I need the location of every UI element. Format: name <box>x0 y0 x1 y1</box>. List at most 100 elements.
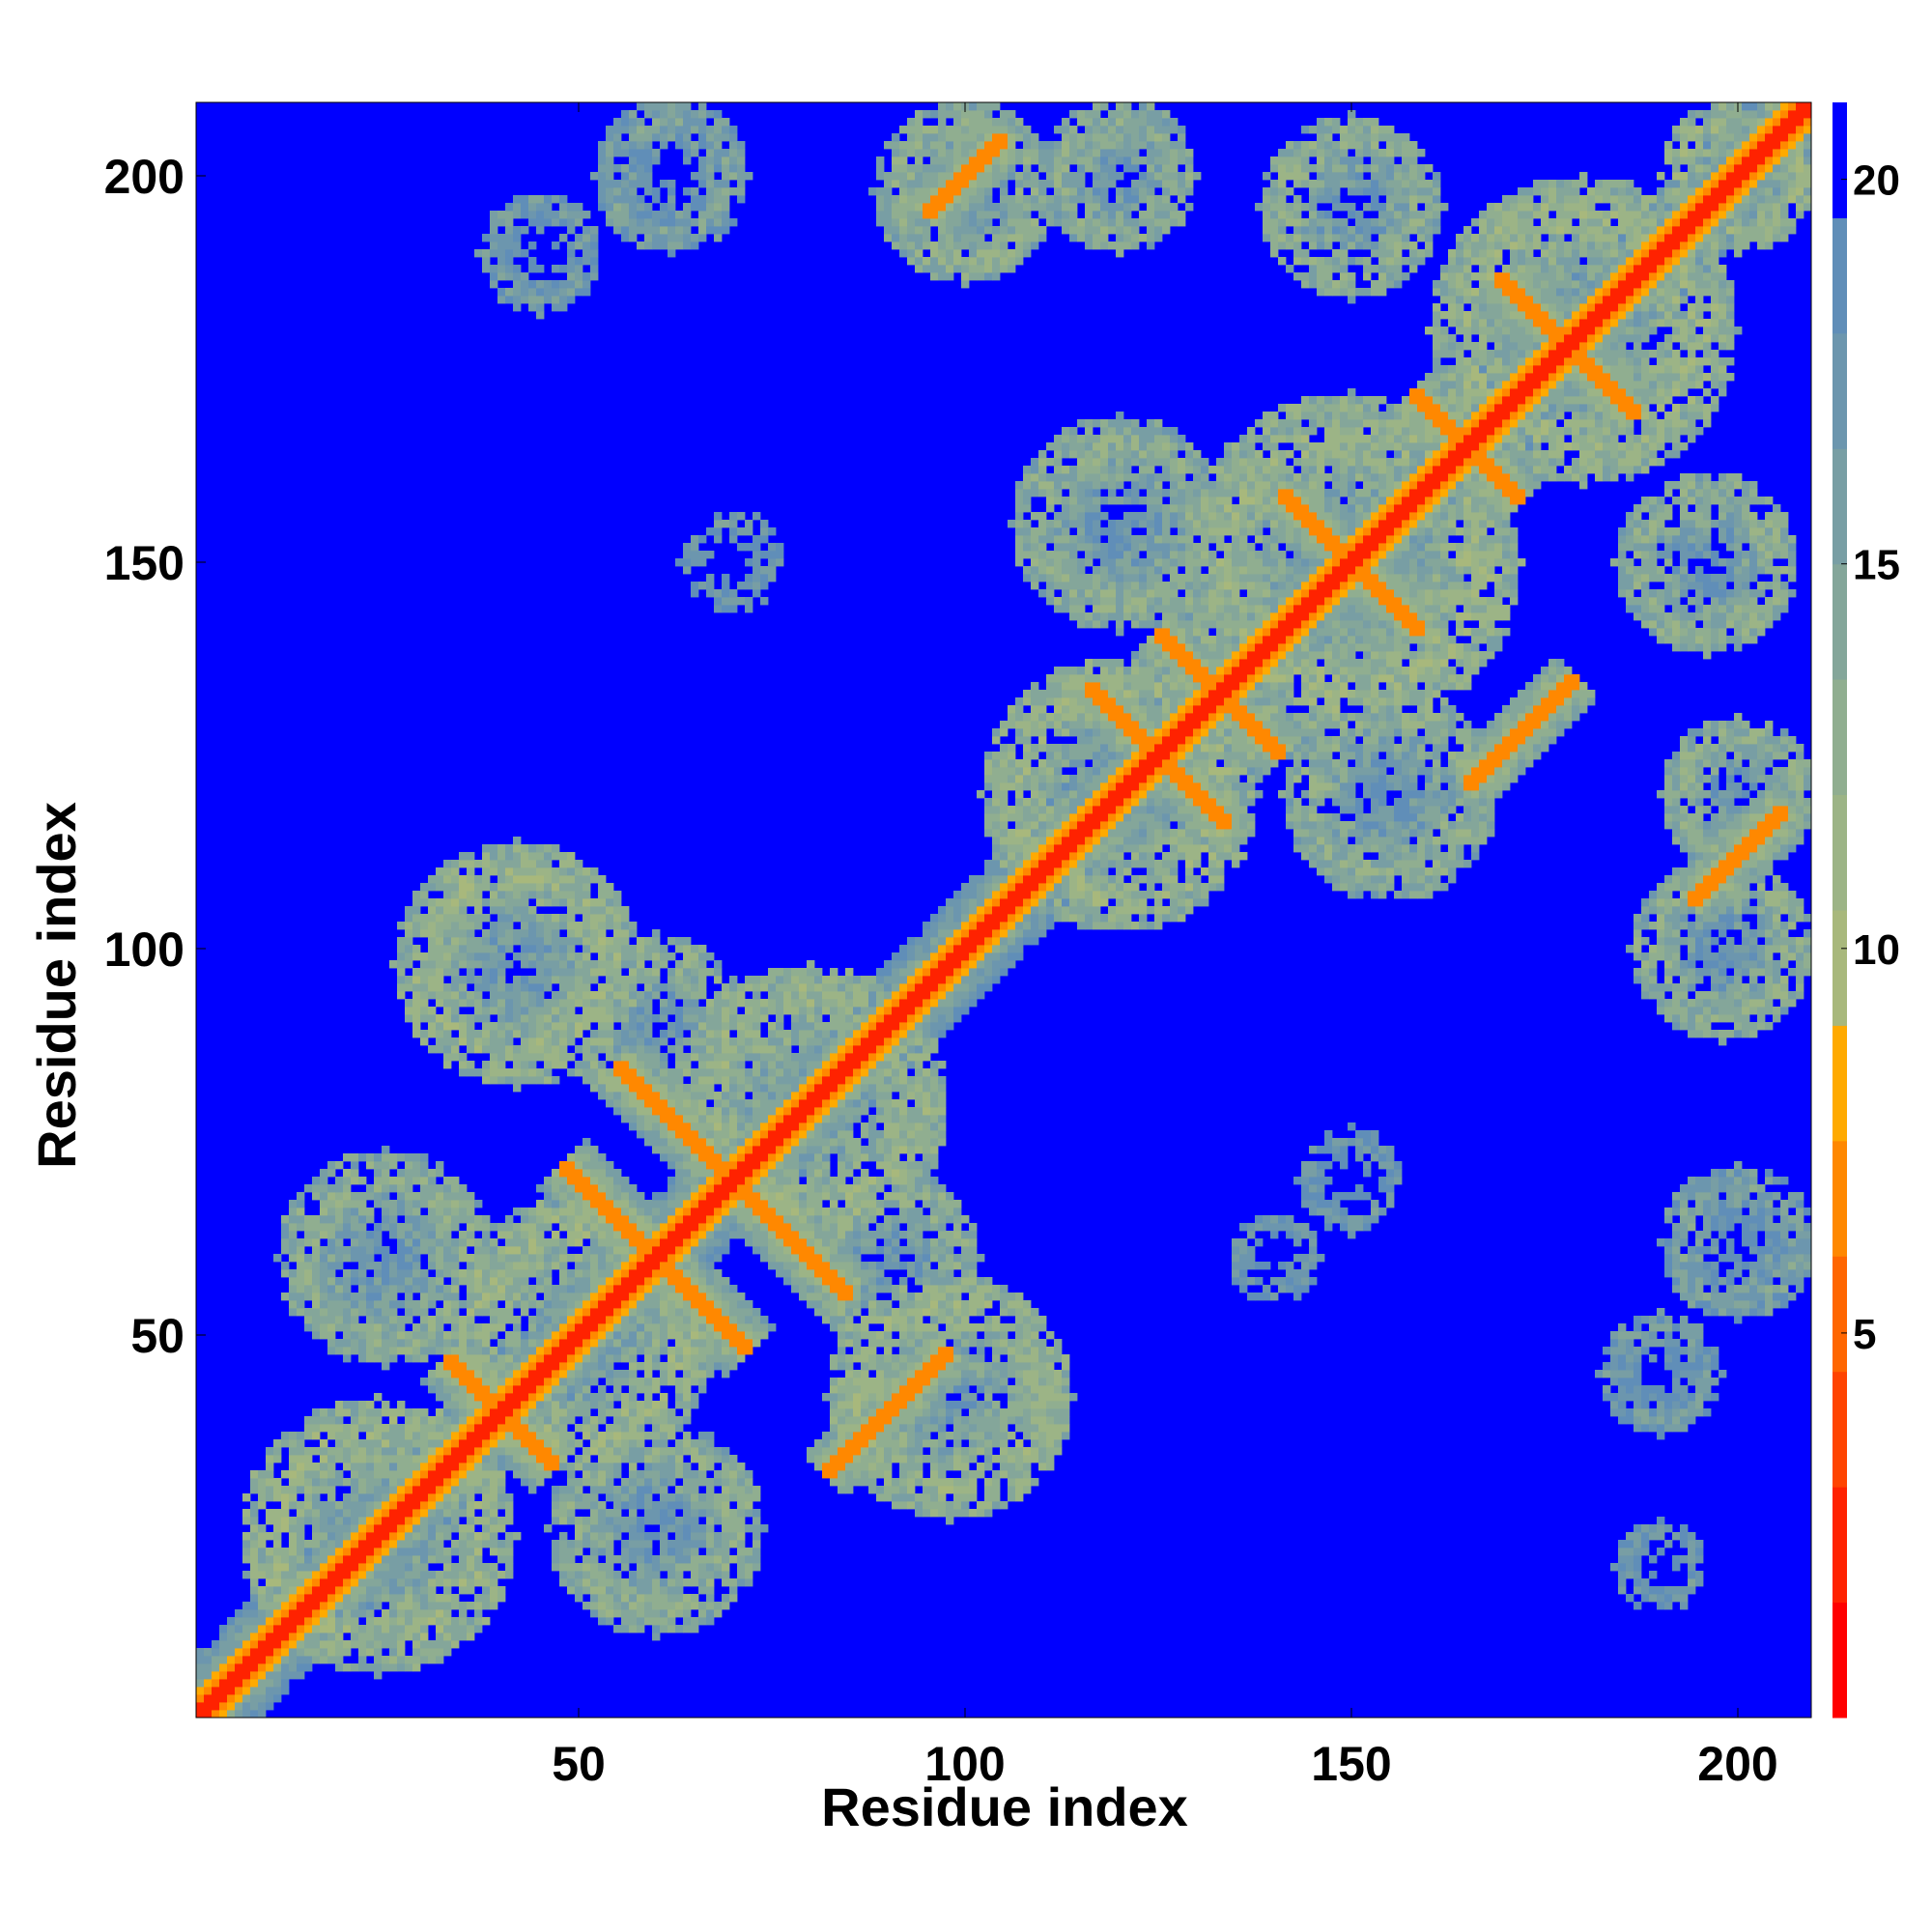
heatmap-cell <box>691 1146 699 1154</box>
heatmap-cell <box>668 203 676 212</box>
heatmap-cell <box>405 1578 413 1587</box>
heatmap-cell <box>443 1215 452 1224</box>
heatmap-cell <box>497 960 506 969</box>
heatmap-cell <box>613 1177 622 1185</box>
heatmap-cell <box>467 922 475 930</box>
heatmap-cell <box>582 1146 591 1154</box>
heatmap-cell <box>436 1169 444 1178</box>
heatmap-cell <box>590 1184 599 1193</box>
heatmap-cell <box>358 1663 367 1672</box>
heatmap-cell <box>768 1200 777 1208</box>
heatmap-cell <box>745 1146 753 1154</box>
heatmap-cell <box>459 1354 468 1363</box>
heatmap-cell <box>459 1447 468 1456</box>
heatmap-cell <box>644 187 653 196</box>
heatmap-cell <box>467 1192 475 1201</box>
heatmap-cell <box>482 883 491 892</box>
heatmap-cell <box>675 968 684 977</box>
heatmap-cell <box>644 126 653 134</box>
heatmap-cell <box>335 1308 344 1317</box>
heatmap-cell <box>675 1501 684 1510</box>
heatmap-cell <box>389 1517 398 1525</box>
heatmap-cell <box>714 1269 723 1278</box>
heatmap-cell <box>335 1555 344 1564</box>
heatmap-cell <box>273 1524 282 1533</box>
heatmap-cell <box>443 1061 452 1069</box>
heatmap-cell <box>582 1370 591 1378</box>
heatmap-cell <box>521 1061 529 1069</box>
heatmap-cell <box>459 860 468 868</box>
heatmap-cell <box>698 1501 707 1510</box>
heatmap-cell <box>753 1092 761 1100</box>
heatmap-cell <box>637 1323 645 1332</box>
heatmap-cell <box>753 1215 761 1224</box>
heatmap-cell <box>412 1262 421 1270</box>
heatmap-cell <box>567 1022 576 1031</box>
heatmap-cell <box>459 1478 468 1487</box>
heatmap-cell <box>420 991 429 1000</box>
heatmap-cell <box>443 1447 452 1456</box>
heatmap-cell <box>590 1076 599 1085</box>
heatmap-cell <box>258 1540 267 1548</box>
heatmap-cell <box>637 172 645 181</box>
heatmap-cell <box>327 1192 336 1201</box>
heatmap-cell <box>443 1262 452 1270</box>
heatmap-cell <box>706 999 715 1008</box>
heatmap-cell <box>575 883 583 892</box>
heatmap-cell <box>382 1555 390 1564</box>
heatmap-cell <box>575 1254 583 1263</box>
heatmap-cell <box>706 1130 715 1139</box>
heatmap-cell <box>366 1277 375 1286</box>
heatmap-cell <box>552 1246 560 1255</box>
heatmap-cell <box>382 1269 390 1278</box>
heatmap-cell <box>613 1354 622 1363</box>
heatmap-cell <box>490 867 498 876</box>
heatmap-cell <box>668 1153 676 1162</box>
heatmap-cell <box>567 1238 576 1247</box>
heatmap-cell <box>606 937 614 946</box>
heatmap-cell <box>266 1656 274 1664</box>
heatmap-cell <box>536 1424 545 1433</box>
heatmap-cell <box>753 566 761 575</box>
heatmap-cell <box>436 906 444 915</box>
heatmap-cell <box>768 1107 777 1116</box>
heatmap-cell <box>698 1099 707 1108</box>
heatmap-cell <box>675 1208 684 1216</box>
heatmap-cell <box>521 1269 529 1278</box>
heatmap-cell <box>698 1509 707 1518</box>
heatmap-cell <box>528 1432 537 1440</box>
heatmap-cell <box>652 242 661 250</box>
heatmap-cell <box>428 937 437 946</box>
heatmap-cell <box>443 1331 452 1340</box>
heatmap-cell <box>428 1378 437 1386</box>
heatmap-cell <box>467 1633 475 1641</box>
heatmap-cell <box>691 1370 699 1378</box>
heatmap-cell <box>760 1316 769 1324</box>
heatmap-cell <box>459 1586 468 1595</box>
heatmap-cell <box>722 1300 730 1309</box>
heatmap-cell <box>706 1215 715 1224</box>
heatmap-cell <box>668 1517 676 1525</box>
heatmap-cell <box>575 234 583 242</box>
heatmap-cell <box>521 1354 529 1363</box>
heatmap-cell <box>714 1563 723 1572</box>
heatmap-cell <box>420 1269 429 1278</box>
heatmap-cell <box>768 1231 777 1239</box>
heatmap-cell <box>652 937 661 946</box>
heatmap-cell <box>405 1602 413 1610</box>
heatmap-cell <box>443 1493 452 1502</box>
heatmap-cell <box>358 1208 367 1216</box>
heatmap-cell <box>737 1115 746 1123</box>
heatmap-cell <box>366 1555 375 1564</box>
heatmap-cell <box>521 1300 529 1309</box>
heatmap-cell <box>536 1277 545 1286</box>
heatmap-cell <box>729 512 738 521</box>
heatmap-cell <box>621 906 630 915</box>
heatmap-cell <box>467 1455 475 1463</box>
heatmap-cell <box>729 1555 738 1564</box>
heatmap-cell <box>343 1316 352 1324</box>
heatmap-cell <box>443 1007 452 1015</box>
heatmap-cell <box>497 1447 506 1456</box>
heatmap-cell <box>451 1571 460 1579</box>
heatmap-cell <box>753 1532 761 1541</box>
